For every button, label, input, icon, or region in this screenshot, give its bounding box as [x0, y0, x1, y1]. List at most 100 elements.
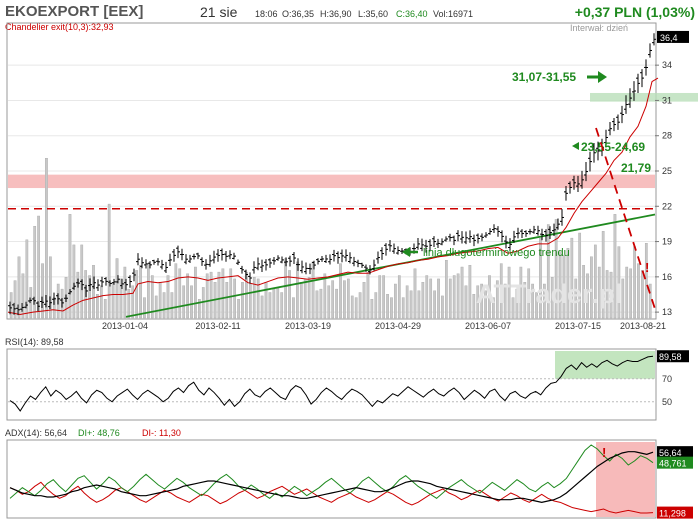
volume-bar: [288, 270, 291, 319]
volume-bar: [182, 285, 186, 319]
volume-bar: [139, 265, 142, 319]
volume-bar: [648, 283, 652, 319]
volume-label: Vol:16971: [433, 9, 473, 19]
volume-bar: [550, 277, 554, 319]
volume-bar: [158, 282, 162, 319]
volume-bar: [366, 271, 370, 319]
volume-bar: [641, 270, 644, 319]
target-arrow-head: [598, 71, 607, 83]
volume-bar: [390, 297, 393, 319]
volume-bar: [45, 157, 48, 319]
volume-bar: [162, 292, 166, 319]
trend-arrow-head: [402, 247, 410, 257]
volume-bar: [335, 288, 338, 319]
volume-bar: [523, 282, 527, 319]
volume-bar: [644, 242, 648, 319]
volume-bar: [268, 292, 272, 319]
volume-bar: [433, 290, 436, 319]
adx-title: ADX(14): 56,64: [5, 428, 67, 438]
volume-bar: [382, 275, 385, 319]
volume-bar: [582, 265, 585, 319]
volume-bar: [41, 263, 44, 319]
price-x-tick-label: 2013-03-19: [285, 321, 331, 331]
volume-bar: [331, 280, 335, 319]
date-label: 21 sie: [200, 4, 238, 20]
volume-bar: [190, 285, 193, 319]
rsi-overbought-zone: [555, 351, 655, 379]
price-y-tick-label: 19: [662, 237, 672, 247]
volume-bar: [597, 266, 601, 319]
volume-bar: [397, 275, 401, 319]
volume-bar: [511, 297, 515, 319]
volume-bar: [562, 254, 566, 319]
last-price-label: 36,4: [660, 33, 678, 43]
volume-bar: [292, 297, 295, 319]
volume-bar: [507, 266, 511, 319]
volume-bar: [166, 275, 170, 319]
volume-bar: [425, 275, 429, 319]
volume-bar: [21, 273, 25, 319]
volume-bar: [472, 294, 476, 319]
volume-bar: [464, 285, 468, 319]
volume-bar: [319, 288, 323, 319]
price-y-tick-label: 34: [662, 60, 672, 70]
volume-bar: [480, 283, 484, 319]
volume-bar: [346, 278, 350, 319]
volume-bar: [25, 239, 29, 319]
volume-bar: [241, 282, 244, 319]
volume-bar: [535, 292, 538, 319]
volume-bar: [586, 273, 589, 319]
volume-bar: [633, 246, 636, 319]
volume-bar: [448, 278, 452, 319]
volume-bar: [229, 268, 233, 319]
volume-bar: [441, 295, 444, 319]
last-price-box: [657, 30, 689, 43]
price-grid: [8, 64, 655, 313]
target-zone: [590, 92, 698, 102]
volume-bar: [33, 225, 37, 319]
price-change: +0,37 PLN (1,03%): [575, 4, 695, 20]
volume-bar: [625, 266, 629, 319]
adx-last-box: [657, 446, 693, 459]
volume-bar: [394, 283, 397, 319]
rsi-panel-frame: [6, 348, 657, 421]
volume-bar: [527, 268, 531, 319]
di-plus-line: [9, 444, 654, 499]
volume-bar: [370, 299, 374, 319]
price-lines: [7, 77, 659, 318]
time-label: 18:06: [255, 9, 278, 19]
volume-bar: [578, 232, 582, 319]
interval-label: Interwał: dzień: [570, 23, 628, 33]
volume-bar: [119, 278, 123, 319]
di-plus-legend: DI+: 48,76: [78, 428, 120, 438]
volume-bar: [123, 266, 127, 319]
volume-bar: [429, 278, 433, 319]
volume-bar: [374, 292, 378, 319]
volume-bar: [150, 275, 154, 319]
ticker-title: EKOEXPORT [EEX]: [5, 3, 143, 20]
volume-bar: [417, 290, 421, 319]
volume-bar: [135, 270, 138, 319]
volume-bar: [96, 294, 99, 319]
volume-bar: [637, 263, 640, 319]
volume-bar: [276, 287, 280, 319]
volume-bar: [107, 203, 111, 319]
volume-bar: [492, 297, 495, 319]
volume-bar: [378, 275, 382, 319]
volume-bar: [362, 282, 366, 319]
close-label: C:36,40: [396, 9, 428, 19]
adx-last-label: 11,298: [659, 509, 686, 519]
volume-bar: [115, 258, 119, 319]
volume-bar: [111, 282, 115, 319]
volume-bar: [460, 266, 464, 319]
volume-bar: [197, 299, 201, 319]
volume-bar: [248, 283, 252, 319]
volume-bar: [350, 295, 354, 319]
volume-bar: [194, 266, 197, 319]
volume-bar: [401, 297, 405, 319]
adx-last-label: 56,64: [659, 448, 682, 458]
adx-last-label: 48,761: [659, 459, 687, 469]
volume-bar: [127, 288, 131, 319]
volume-bar: [154, 295, 158, 319]
volume-bar: [92, 265, 95, 319]
